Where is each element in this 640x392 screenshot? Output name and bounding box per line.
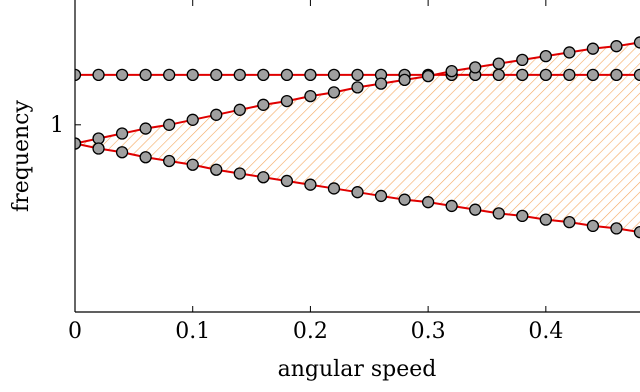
- x-tick-label: 0.2: [293, 319, 328, 344]
- series-1-point: [304, 68, 317, 82]
- series-2-point: [516, 53, 529, 67]
- series-2-point: [374, 77, 388, 90]
- series-1-point: [586, 68, 600, 82]
- series-1-point: [233, 68, 246, 82]
- series-2-point: [586, 42, 600, 55]
- series-1-point: [327, 68, 341, 82]
- series-2-point: [186, 113, 199, 126]
- series-1-point: [633, 68, 640, 82]
- series-3-point: [92, 142, 105, 155]
- series-2-point: [445, 64, 458, 78]
- series-3-point: [257, 171, 270, 184]
- series-1-point: [75, 68, 82, 82]
- x-tick-label: 0.1: [175, 319, 210, 344]
- series-2-point: [563, 46, 576, 59]
- series-3-point: [280, 174, 294, 188]
- series-2-point: [539, 50, 552, 63]
- series-2-point: [139, 122, 152, 135]
- series-3-point: [633, 225, 640, 239]
- x-tick-label: 0.3: [411, 319, 446, 344]
- y-tick-label: 1: [50, 113, 64, 138]
- series-2-point: [398, 73, 411, 87]
- series-2-point: [115, 127, 129, 140]
- series-2-point: [610, 40, 623, 53]
- series-3-point: [304, 178, 317, 191]
- hatched-region: [75, 42, 640, 233]
- series-3-point: [516, 209, 529, 223]
- series-1-point: [163, 68, 176, 82]
- series-3-point: [374, 189, 388, 203]
- series-3-point: [327, 182, 341, 195]
- x-tick-label: 0.4: [528, 319, 563, 344]
- y-ticks: 1: [50, 113, 81, 138]
- series-2-point: [163, 118, 176, 131]
- series-3-point: [421, 196, 435, 209]
- series-2-point: [469, 61, 482, 74]
- series-1-point: [280, 68, 294, 82]
- series-1-point: [563, 68, 576, 82]
- series-1-point: [115, 68, 129, 82]
- series-3-point: [139, 151, 152, 164]
- series-3-point: [163, 154, 176, 168]
- x-axis-label: angular speed: [278, 357, 437, 382]
- series-1-point: [516, 68, 529, 82]
- series-1-point: [139, 68, 152, 82]
- series-2-point: [421, 69, 435, 83]
- series-1-point: [492, 68, 505, 82]
- series-3-point: [233, 167, 246, 180]
- hatch-fill: [75, 42, 640, 233]
- series-1-point: [92, 68, 105, 82]
- series-2-point: [210, 108, 223, 121]
- series-2-point: [233, 103, 246, 116]
- series-3-point: [115, 146, 129, 159]
- series-3-point: [492, 207, 505, 220]
- x-tick-label: 0: [68, 319, 82, 344]
- series-2-point: [633, 36, 640, 49]
- series-2-point: [280, 94, 294, 108]
- series-1-point: [210, 68, 223, 82]
- series-1-point: [351, 68, 364, 82]
- series-3-point: [210, 163, 223, 176]
- series-2-point: [257, 98, 270, 111]
- series-3-point: [610, 222, 623, 235]
- y-axis-label: frequency: [9, 99, 34, 211]
- series-1-point: [539, 68, 552, 82]
- series-points: [75, 36, 640, 239]
- series-3-point: [186, 158, 199, 171]
- series-1-point: [186, 68, 199, 82]
- series-3-point: [75, 137, 82, 150]
- series-3-point: [586, 219, 600, 233]
- series-1-point: [257, 68, 270, 82]
- series-3-point: [563, 215, 576, 229]
- series-3-point: [445, 199, 458, 213]
- x-ticks: 0 0.1 0.2 0.3 0.4: [68, 0, 563, 344]
- series-3-point: [539, 213, 552, 226]
- series-2-point: [304, 89, 317, 103]
- series-2-point: [327, 86, 341, 99]
- series-3-point: [351, 186, 364, 199]
- series-2-point: [492, 57, 505, 70]
- series-3-point: [469, 203, 482, 216]
- series-3-point: [398, 193, 411, 206]
- series-2-point: [351, 81, 364, 94]
- series-1-point: [610, 68, 623, 82]
